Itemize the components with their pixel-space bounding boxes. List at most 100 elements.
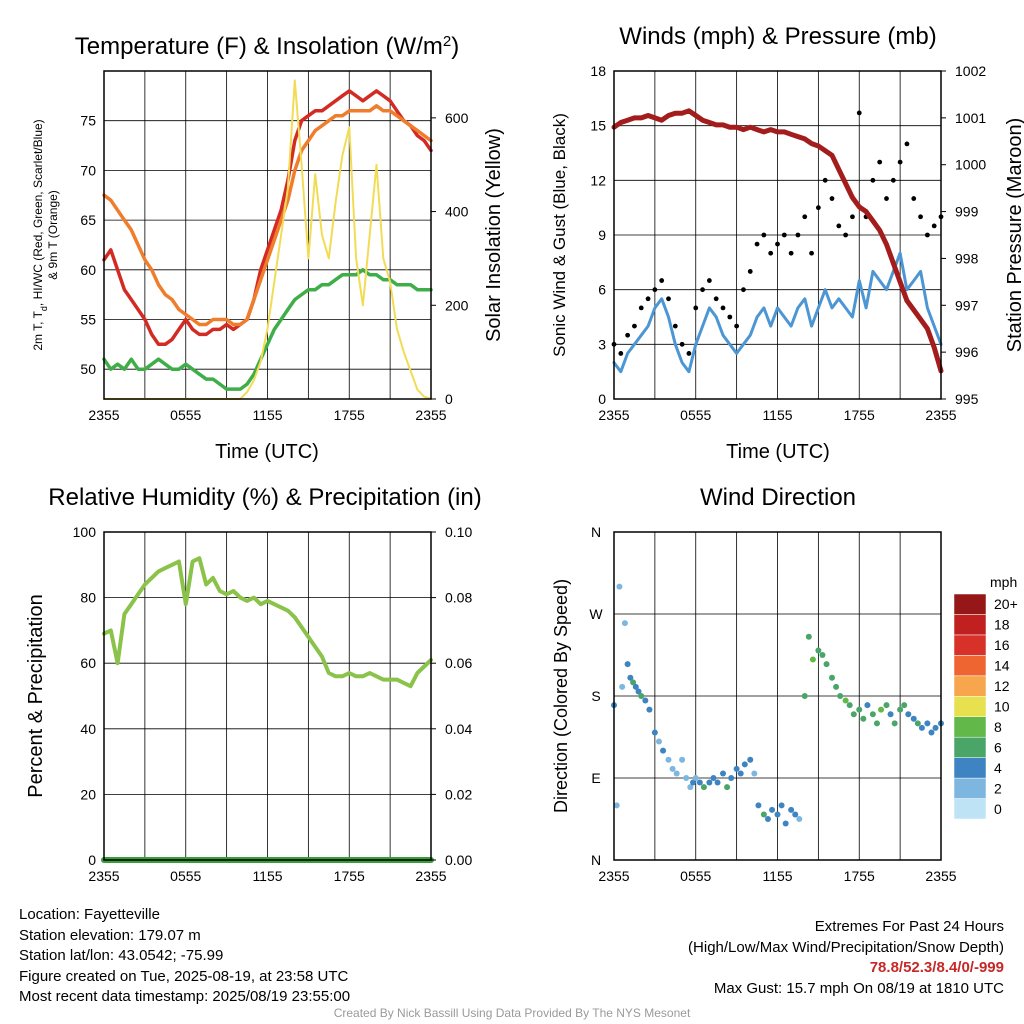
gust-point	[734, 323, 740, 329]
direction-point	[788, 806, 795, 813]
y2-tick-label: 0.00	[445, 852, 472, 868]
temperature-x-ticks: 2355 0555 1155 1755 2355	[88, 407, 446, 423]
gust-point	[775, 241, 780, 247]
y2-tick-label: 0.06	[445, 655, 472, 671]
gust-point	[856, 110, 862, 116]
direction-point	[720, 770, 726, 777]
y-tick-label: 60	[80, 655, 96, 671]
y2-tick-label: 997	[955, 297, 979, 313]
colorbar-label: 2	[994, 780, 1002, 796]
direction-point	[651, 729, 658, 736]
winds-plot-frame	[613, 70, 942, 400]
wind-direction-y-ticks: N E S W N	[589, 524, 603, 868]
y2-tick-label: 998	[955, 250, 979, 266]
gust-point	[836, 223, 842, 229]
station-latlon: Station lat/lon: 43.0542; -75.99	[19, 947, 224, 964]
x-tick-label: 0555	[170, 407, 201, 423]
winds-x-ticks: 2355 0555 1155 1755 2355	[598, 407, 956, 423]
credit-line: Created By Nick Bassill Using Data Provi…	[333, 1006, 691, 1020]
x-tick-label: 1755	[844, 868, 875, 884]
y-tick-label: 55	[80, 311, 96, 327]
direction-point	[801, 693, 808, 699]
direction-point	[627, 674, 634, 681]
y2-tick-label: 1002	[955, 63, 986, 79]
direction-point	[624, 661, 631, 668]
wind-direction-plot-frame	[613, 531, 942, 861]
humidity-plot-frame	[103, 531, 432, 861]
gust-point	[924, 232, 930, 238]
direction-point	[897, 706, 904, 713]
direction-point	[687, 784, 694, 791]
colorbar-swatch	[953, 716, 987, 738]
y-tick-label: 50	[80, 361, 96, 377]
series-line-1	[102, 104, 433, 327]
humidity-panel: Relative Humidity (%) & Precipitation (i…	[25, 484, 482, 884]
direction-point	[613, 802, 620, 809]
gust-point	[652, 287, 658, 293]
x-tick-label: 1155	[762, 868, 792, 884]
gust-point	[638, 305, 644, 311]
y2-tick-label: 995	[955, 391, 979, 407]
x-tick-label: 1755	[334, 407, 365, 423]
gust-point	[706, 278, 712, 283]
direction-point	[778, 802, 785, 809]
direction-point	[873, 720, 880, 727]
direction-point	[655, 738, 662, 745]
gust-point	[754, 241, 760, 247]
direction-point	[829, 674, 835, 681]
gust-point	[645, 296, 651, 302]
direction-point	[901, 702, 908, 709]
direction-point	[632, 683, 639, 690]
colorbar-label: 20+	[994, 596, 1018, 612]
winds-panel: Winds (mph) & Pressure (mb) 2355 0555 1155…	[550, 23, 1024, 463]
extremes-values: 78.8/52.3/8.4/0/-999	[869, 959, 1004, 976]
wind-direction-panel: Wind Direction 2355 0555 1155 1755 2355 N E S W…	[551, 484, 1018, 884]
gust-point	[700, 287, 705, 293]
direction-point	[619, 683, 626, 690]
y-tick-label: 3	[598, 336, 606, 352]
temperature-plot-frame	[103, 70, 432, 400]
gust-point	[815, 205, 821, 211]
direction-point	[710, 775, 717, 781]
speed-colorbar: 0 2 4 6 8 10 12 14 16 18 20+	[953, 593, 1018, 820]
y-tick-label: 65	[80, 212, 96, 228]
y-tick-label: 18	[590, 63, 606, 79]
humidity-y-label: Percent & Precipitation	[25, 594, 47, 797]
colorbar-label: 12	[994, 678, 1010, 694]
station-location: Location: Fayetteville	[19, 906, 160, 923]
direction-point	[700, 784, 707, 791]
gust-point	[686, 351, 692, 356]
gust-point	[809, 250, 814, 256]
direction-point	[769, 806, 776, 813]
direction-point	[616, 583, 623, 590]
direction-point	[792, 811, 799, 818]
direction-point	[924, 720, 931, 727]
direction-point	[887, 711, 894, 718]
direction-point	[918, 724, 925, 731]
y2-tick-label: 200	[445, 297, 469, 313]
direction-point	[733, 765, 740, 772]
y-tick-label: 70	[80, 162, 96, 178]
y2-tick-label: 1000	[955, 157, 986, 173]
y2-tick-label: 999	[955, 204, 979, 220]
direction-point	[782, 820, 789, 827]
x-tick-label: 1755	[334, 868, 365, 884]
colorbar-label: 0	[994, 801, 1002, 817]
gust-point	[897, 159, 903, 165]
direction-point	[747, 756, 754, 763]
colorbar-label: 6	[994, 739, 1002, 755]
direction-point	[869, 711, 876, 718]
gust-point	[822, 177, 828, 183]
colorbar-label: 16	[994, 637, 1010, 653]
gust-point	[720, 305, 726, 311]
x-tick-label: 1155	[252, 407, 282, 423]
direction-point	[796, 816, 803, 822]
gust-point	[884, 196, 889, 201]
gust-point	[795, 232, 801, 238]
y-tick-label: W	[589, 606, 603, 622]
direction-point	[660, 747, 667, 754]
colorbar-title: mph	[990, 574, 1017, 590]
x-tick-label: 2355	[598, 407, 629, 423]
direction-point	[755, 802, 762, 809]
